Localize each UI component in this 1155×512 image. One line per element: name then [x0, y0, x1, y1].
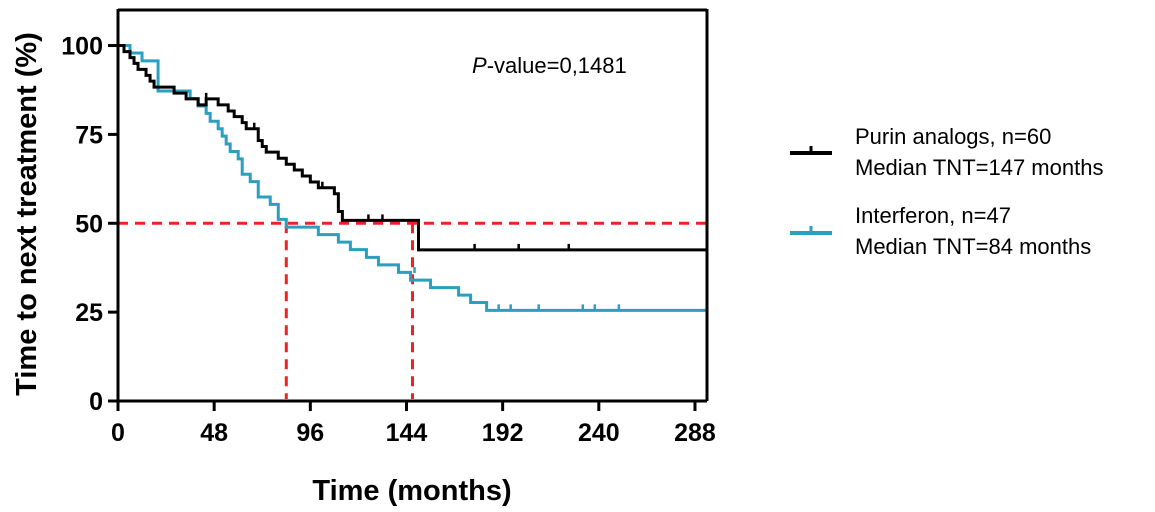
y-tick-label: 0 — [89, 388, 103, 416]
survival-curve — [118, 44, 707, 252]
p-value-letter: P — [472, 53, 487, 78]
axes — [116, 8, 709, 403]
x-tick-label: 144 — [386, 419, 428, 447]
y-axis-title: Time to next treatment (%) — [11, 32, 43, 396]
median-reference-lines — [118, 221, 707, 399]
y-tick-label: 75 — [75, 121, 103, 149]
legend-item-purin: Purin analogs, n=60 Median TNT=147 month… — [790, 124, 1103, 180]
legend-label-interferon: Interferon, n=47 — [855, 203, 1011, 228]
survival-curve — [118, 44, 707, 312]
y-tick-label: 100 — [61, 33, 103, 61]
x-tick-label: 192 — [482, 419, 524, 447]
legend-item-interferon: Interferon, n=47 Median TNT=84 months — [790, 203, 1091, 259]
p-value-annotation: P-value=0,1481 — [472, 53, 627, 78]
legend-label-purin: Purin analogs, n=60 — [855, 124, 1051, 149]
x-axis-title: Time (months) — [312, 475, 511, 507]
survival-curves — [118, 44, 707, 312]
x-tick-label: 96 — [296, 419, 324, 447]
legend-median-purin: Median TNT=147 months — [855, 155, 1103, 180]
p-value-text: -value=0,1481 — [487, 53, 627, 78]
y-tick-label: 25 — [75, 299, 103, 327]
x-tick-label: 0 — [111, 419, 125, 447]
x-tick-label: 48 — [200, 419, 228, 447]
x-tick-label: 288 — [674, 419, 716, 447]
legend: Purin analogs, n=60 Median TNT=147 month… — [790, 124, 1103, 259]
x-tick-label: 240 — [578, 419, 620, 447]
y-tick-label: 50 — [75, 210, 103, 238]
legend-median-interferon: Median TNT=84 months — [855, 234, 1091, 259]
axis-ticks: 0 48 96 144 192 240 288 0 25 50 75 100 — [61, 33, 716, 447]
